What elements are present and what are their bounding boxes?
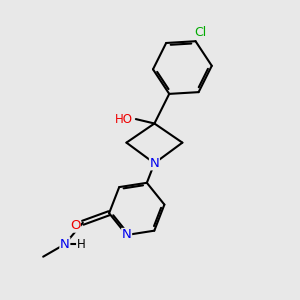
Text: HO: HO: [115, 112, 133, 126]
Text: H: H: [77, 238, 85, 251]
Text: N: N: [122, 229, 131, 242]
Text: N: N: [60, 238, 70, 251]
Text: O: O: [70, 219, 80, 232]
Text: Cl: Cl: [194, 26, 206, 38]
Text: N: N: [149, 157, 159, 170]
